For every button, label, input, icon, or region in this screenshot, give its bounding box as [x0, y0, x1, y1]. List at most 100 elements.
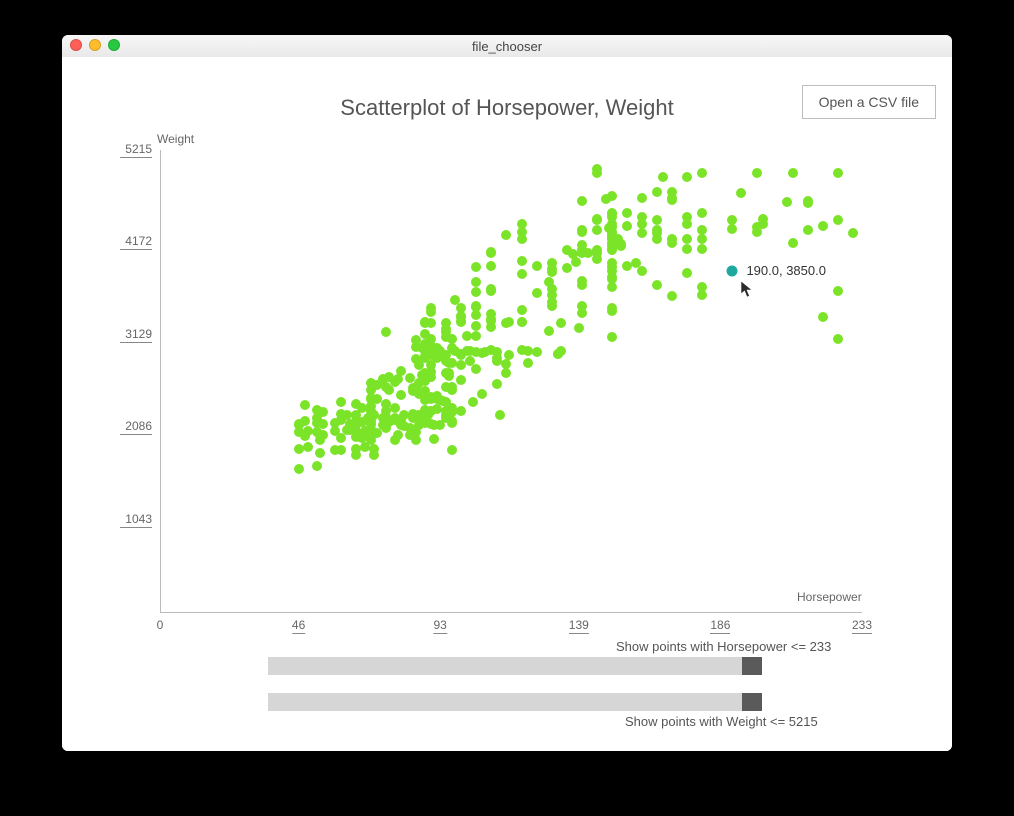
data-point[interactable] [523, 358, 533, 368]
data-point[interactable] [592, 225, 602, 235]
data-point[interactable] [294, 464, 304, 474]
data-point[interactable] [396, 366, 406, 376]
data-point[interactable] [607, 258, 617, 268]
data-point[interactable] [697, 208, 707, 218]
data-point[interactable] [607, 208, 617, 218]
data-point[interactable] [517, 317, 527, 327]
data-point[interactable] [300, 416, 310, 426]
data-point[interactable] [447, 416, 457, 426]
data-point[interactable] [426, 318, 436, 328]
data-point[interactable] [532, 288, 542, 298]
data-point[interactable] [682, 268, 692, 278]
data-point[interactable] [833, 215, 843, 225]
data-point[interactable] [607, 303, 617, 313]
data-point[interactable] [782, 197, 792, 207]
data-point[interactable] [532, 261, 542, 271]
data-point[interactable] [652, 280, 662, 290]
data-point[interactable] [577, 225, 587, 235]
data-point[interactable] [803, 196, 813, 206]
data-point[interactable] [447, 445, 457, 455]
data-point[interactable] [697, 168, 707, 178]
data-point[interactable] [504, 317, 514, 327]
data-point[interactable] [492, 379, 502, 389]
data-point[interactable] [547, 284, 557, 294]
data-point[interactable] [492, 347, 502, 357]
data-point[interactable] [471, 277, 481, 287]
data-point[interactable] [682, 212, 692, 222]
data-point[interactable] [468, 397, 478, 407]
data-point[interactable] [736, 188, 746, 198]
data-point[interactable] [616, 239, 626, 249]
wt-slider-thumb[interactable] [742, 693, 762, 711]
data-point[interactable] [444, 368, 454, 378]
data-point[interactable] [312, 461, 322, 471]
data-point[interactable] [315, 448, 325, 458]
data-point[interactable] [318, 419, 328, 429]
data-point[interactable] [318, 407, 328, 417]
data-point[interactable] [501, 230, 511, 240]
data-point[interactable] [652, 215, 662, 225]
data-point[interactable] [697, 234, 707, 244]
data-point[interactable] [697, 244, 707, 254]
data-point[interactable] [456, 375, 466, 385]
data-point[interactable] [833, 168, 843, 178]
data-point[interactable] [758, 214, 768, 224]
data-point[interactable] [637, 193, 647, 203]
data-point[interactable] [833, 334, 843, 344]
data-point[interactable] [501, 368, 511, 378]
data-point[interactable] [477, 389, 487, 399]
minimize-icon[interactable] [89, 39, 101, 51]
data-point[interactable] [336, 445, 346, 455]
data-point[interactable] [471, 364, 481, 374]
data-point[interactable] [471, 262, 481, 272]
data-point[interactable] [318, 430, 328, 440]
data-point[interactable] [607, 332, 617, 342]
data-point[interactable] [622, 221, 632, 231]
data-point[interactable] [667, 291, 677, 301]
data-point[interactable] [682, 172, 692, 182]
data-point[interactable] [637, 266, 647, 276]
data-point[interactable] [697, 282, 707, 292]
data-point[interactable] [592, 164, 602, 174]
data-point[interactable] [441, 318, 451, 328]
data-point[interactable] [456, 311, 466, 321]
data-point[interactable] [471, 321, 481, 331]
data-point[interactable] [803, 225, 813, 235]
data-point[interactable] [577, 276, 587, 286]
data-point[interactable] [447, 382, 457, 392]
data-point[interactable] [788, 168, 798, 178]
data-point[interactable] [390, 403, 400, 413]
data-point[interactable] [577, 196, 587, 206]
data-point[interactable] [547, 301, 557, 311]
data-point[interactable] [486, 247, 496, 257]
data-point[interactable] [336, 397, 346, 407]
data-point[interactable] [571, 257, 581, 267]
data-point[interactable] [486, 284, 496, 294]
hp-slider[interactable] [268, 657, 762, 675]
data-point[interactable] [471, 287, 481, 297]
highlighted-point[interactable] [727, 265, 738, 276]
data-point[interactable] [848, 228, 858, 238]
data-point[interactable] [574, 323, 584, 333]
data-point[interactable] [592, 214, 602, 224]
data-point[interactable] [652, 187, 662, 197]
data-point[interactable] [658, 172, 668, 182]
data-point[interactable] [396, 390, 406, 400]
window-titlebar[interactable]: file_chooser [62, 35, 952, 58]
wt-slider[interactable] [268, 693, 762, 711]
data-point[interactable] [727, 224, 737, 234]
data-point[interactable] [622, 208, 632, 218]
data-point[interactable] [752, 168, 762, 178]
hp-slider-thumb[interactable] [742, 657, 762, 675]
data-point[interactable] [556, 346, 566, 356]
data-point[interactable] [471, 331, 481, 341]
data-point[interactable] [682, 234, 692, 244]
data-point[interactable] [426, 303, 436, 313]
data-point[interactable] [456, 303, 466, 313]
data-point[interactable] [369, 444, 379, 454]
data-point[interactable] [577, 301, 587, 311]
data-point[interactable] [517, 219, 527, 229]
data-point[interactable] [697, 225, 707, 235]
data-point[interactable] [682, 244, 692, 254]
data-point[interactable] [727, 215, 737, 225]
